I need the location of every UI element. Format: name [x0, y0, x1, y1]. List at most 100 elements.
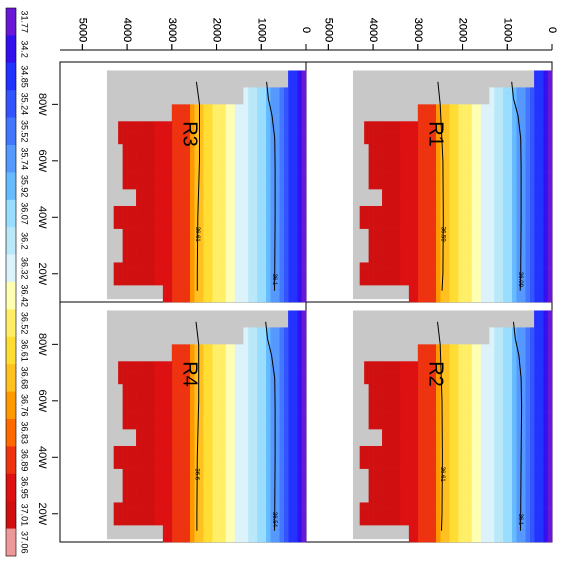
data-cell [516, 480, 521, 486]
data-cell [203, 240, 208, 246]
data-cell [261, 133, 266, 139]
data-cell [293, 268, 298, 274]
data-cell [181, 234, 186, 240]
data-cell [136, 240, 141, 246]
data-cell [279, 333, 284, 339]
data-cell [136, 189, 141, 195]
data-cell [252, 200, 257, 206]
data-cell [248, 406, 253, 412]
data-cell [516, 457, 521, 463]
data-cell [530, 155, 535, 161]
data-cell [427, 262, 432, 268]
data-cell [400, 474, 405, 480]
data-cell [136, 133, 141, 139]
data-cell [512, 412, 517, 418]
data-cell [539, 166, 544, 172]
data-cell [400, 491, 405, 497]
data-cell [458, 279, 463, 285]
data-cell [449, 116, 454, 122]
data-cell [288, 279, 293, 285]
data-cell [123, 217, 128, 223]
data-cell [373, 406, 378, 412]
data-cell [387, 133, 392, 139]
data-cell [141, 279, 146, 285]
data-cell [404, 519, 409, 525]
data-cell [539, 446, 544, 452]
data-cell [221, 110, 226, 116]
data-cell [512, 240, 517, 246]
data-cell [471, 531, 476, 537]
data-cell [458, 429, 463, 435]
data-cell [480, 166, 485, 172]
data-cell [378, 491, 383, 497]
data-cell [530, 87, 535, 93]
data-cell [369, 463, 374, 469]
data-cell [248, 166, 253, 172]
data-cell [185, 418, 190, 424]
data-cell [463, 457, 468, 463]
data-cell [369, 361, 374, 367]
data-cell [158, 195, 163, 201]
data-cell [454, 401, 459, 407]
data-cell [373, 212, 378, 218]
data-cell [445, 412, 450, 418]
data-cell [458, 183, 463, 189]
data-cell [449, 508, 454, 514]
data-cell [548, 390, 553, 396]
data-cell [199, 296, 204, 302]
data-cell [458, 474, 463, 480]
data-cell [378, 486, 383, 492]
data-cell [221, 350, 226, 356]
data-cell [539, 384, 544, 390]
data-cell [418, 367, 423, 373]
data-cell [530, 110, 535, 116]
data-cell [395, 274, 400, 280]
data-cell [431, 251, 436, 257]
data-cell [436, 183, 441, 189]
data-cell [467, 350, 472, 356]
data-cell [476, 418, 481, 424]
data-cell [422, 457, 427, 463]
data-cell [409, 251, 414, 257]
data-cell [114, 206, 119, 212]
data-cell [539, 531, 544, 537]
data-cell [534, 514, 539, 520]
data-cell [494, 223, 499, 229]
data-cell [302, 257, 307, 263]
data-cell [489, 246, 494, 252]
data-cell [503, 401, 508, 407]
data-cell [489, 133, 494, 139]
data-cell [163, 206, 168, 212]
data-cell [413, 480, 418, 486]
data-cell [270, 390, 275, 396]
data-cell [127, 257, 132, 263]
data-cell [422, 395, 427, 401]
data-cell [534, 406, 539, 412]
data-cell [471, 155, 476, 161]
data-cell [261, 406, 266, 412]
data-cell [149, 361, 154, 367]
data-cell [248, 155, 253, 161]
data-cell [369, 178, 374, 184]
data-cell [476, 206, 481, 212]
data-cell [534, 356, 539, 362]
data-cell [369, 373, 374, 379]
data-cell [382, 435, 387, 441]
data-cell [387, 274, 392, 280]
data-cell [454, 110, 459, 116]
data-cell [498, 463, 503, 469]
data-cell [378, 418, 383, 424]
data-cell [525, 486, 530, 492]
data-cell [525, 395, 530, 401]
data-cell [489, 217, 494, 223]
data-cell [521, 116, 526, 122]
data-cell [288, 189, 293, 195]
data-cell [248, 373, 253, 379]
data-cell [136, 212, 141, 218]
data-cell [225, 373, 230, 379]
data-cell [507, 502, 512, 508]
data-cell [449, 178, 454, 184]
data-cell [543, 195, 548, 201]
data-cell [217, 350, 222, 356]
data-cell [279, 99, 284, 105]
